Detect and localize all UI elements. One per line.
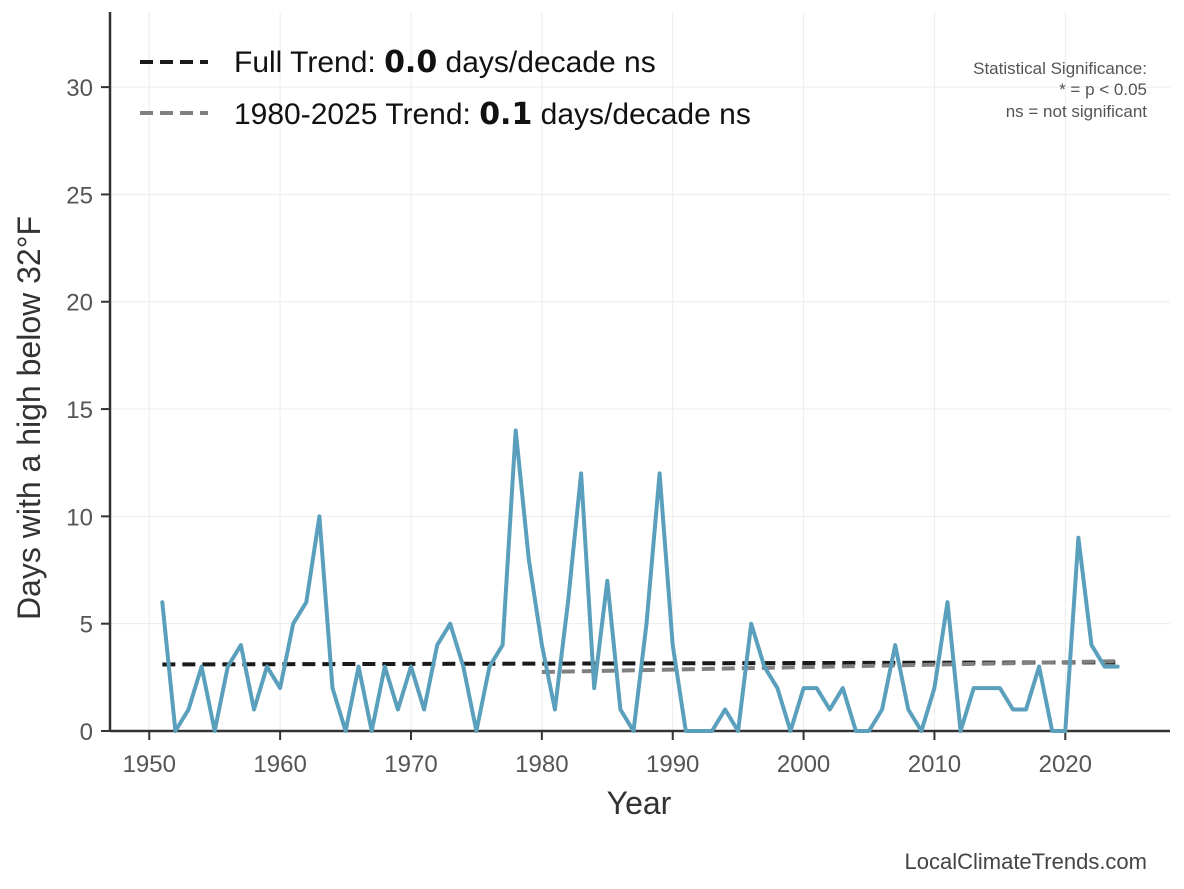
x-tick-label: 1990	[646, 751, 699, 778]
trend-lines	[162, 659, 1118, 674]
series-line-days-below-32	[160, 428, 1120, 733]
y-tick-label: 0	[80, 719, 93, 746]
legend: Full Trend: 0.0 days/decade ns 1980-2025…	[140, 45, 751, 132]
x-tick-label: 1980	[515, 751, 568, 778]
legend-recent-trend-value: 0.1	[479, 97, 532, 132]
y-tick-label: 30	[66, 75, 93, 102]
y-axis-label: Days with a high below 32°F	[11, 216, 47, 620]
x-ticks: 1950 1960 1970 1980 1990 2000 2010 2020	[123, 731, 1092, 778]
legend-full-trend-value: 0.0	[384, 45, 437, 80]
trend-line-recent	[541, 659, 1118, 674]
legend-label-full-trend: Full Trend: 0.0 days/decade ns	[234, 45, 656, 80]
grid-lines	[110, 12, 1170, 732]
x-tick-label: 2020	[1039, 751, 1092, 778]
x-tick-label: 2010	[908, 751, 961, 778]
legend-recent-trend-suffix: days/decade ns	[532, 98, 750, 131]
y-tick-label: 5	[80, 612, 93, 639]
significance-note: Statistical Significance: * = p < 0.05 n…	[973, 59, 1147, 121]
x-tick-label: 1960	[253, 751, 306, 778]
footer-site-credit: LocalClimateTrends.com	[905, 849, 1148, 874]
significance-note-title: Statistical Significance:	[973, 59, 1147, 78]
legend-full-trend-label: Full Trend:	[234, 46, 384, 79]
x-tick-label: 1970	[384, 751, 437, 778]
legend-recent-trend-label: 1980-2025 Trend:	[234, 98, 479, 131]
y-ticks: 0 5 10 15 20 25 30	[66, 75, 110, 746]
y-tick-label: 25	[66, 182, 93, 209]
legend-label-recent-trend: 1980-2025 Trend: 0.1 days/decade ns	[234, 97, 751, 132]
y-tick-label: 15	[66, 397, 93, 424]
x-axis-label: Year	[607, 785, 672, 821]
significance-note-ns: ns = not significant	[1006, 102, 1148, 121]
y-tick-label: 20	[66, 290, 93, 317]
axes	[108, 12, 1170, 733]
significance-note-star: * = p < 0.05	[1059, 80, 1147, 99]
x-tick-label: 2000	[777, 751, 830, 778]
x-tick-label: 1950	[123, 751, 176, 778]
legend-full-trend-suffix: days/decade ns	[437, 46, 655, 79]
y-tick-label: 10	[66, 504, 93, 531]
